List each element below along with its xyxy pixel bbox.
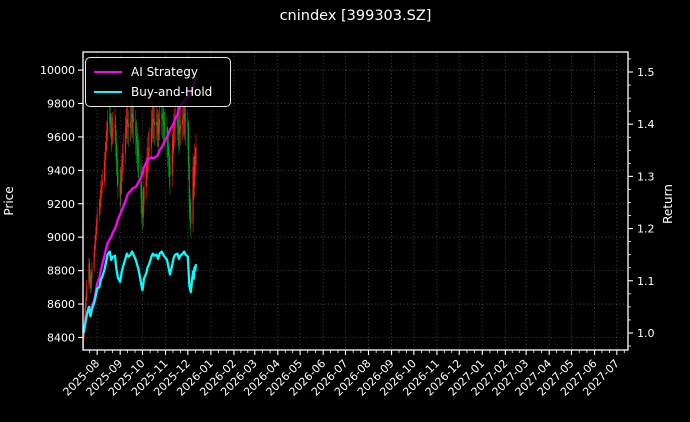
legend-label-ai-strategy: AI Strategy <box>131 65 198 80</box>
legend: AI Strategy Buy-and-Hold <box>85 57 231 107</box>
svg-text:10000: 10000 <box>40 64 75 77</box>
buy-and-hold-line-icon <box>94 90 122 93</box>
plot-border <box>82 51 629 351</box>
svg-text:1.1: 1.1 <box>637 275 655 288</box>
svg-text:1.5: 1.5 <box>637 66 655 79</box>
svg-text:8600: 8600 <box>47 298 75 311</box>
svg-text:1.4: 1.4 <box>637 118 655 131</box>
chart-title: cnindex [399303.SZ] <box>279 8 432 24</box>
ai-strategy-line-icon <box>94 71 122 74</box>
svg-text:1.3: 1.3 <box>637 170 655 183</box>
legend-item-ai-strategy: AI Strategy <box>94 65 222 79</box>
svg-text:8800: 8800 <box>47 265 75 278</box>
svg-text:9400: 9400 <box>47 164 75 177</box>
axis-ticks <box>78 58 633 355</box>
svg-text:9200: 9200 <box>47 198 75 211</box>
svg-text:9600: 9600 <box>47 131 75 144</box>
svg-text:1.0: 1.0 <box>637 327 655 340</box>
legend-label-buy-and-hold: Buy-and-Hold <box>131 84 213 99</box>
legend-item-buy-and-hold: Buy-and-Hold <box>94 85 222 99</box>
candlesticks <box>83 98 197 350</box>
series-line-buy-and-hold <box>83 250 198 334</box>
svg-text:1.2: 1.2 <box>637 223 655 236</box>
svg-text:8400: 8400 <box>47 331 75 344</box>
tick-labels: 8400 8600 8800 9000 9200 9400 9600 9800 10000 1.0… <box>40 64 655 399</box>
svg-text:9000: 9000 <box>47 231 75 244</box>
series-line-ai-strategy <box>83 76 198 334</box>
svg-text:9800: 9800 <box>47 97 75 110</box>
